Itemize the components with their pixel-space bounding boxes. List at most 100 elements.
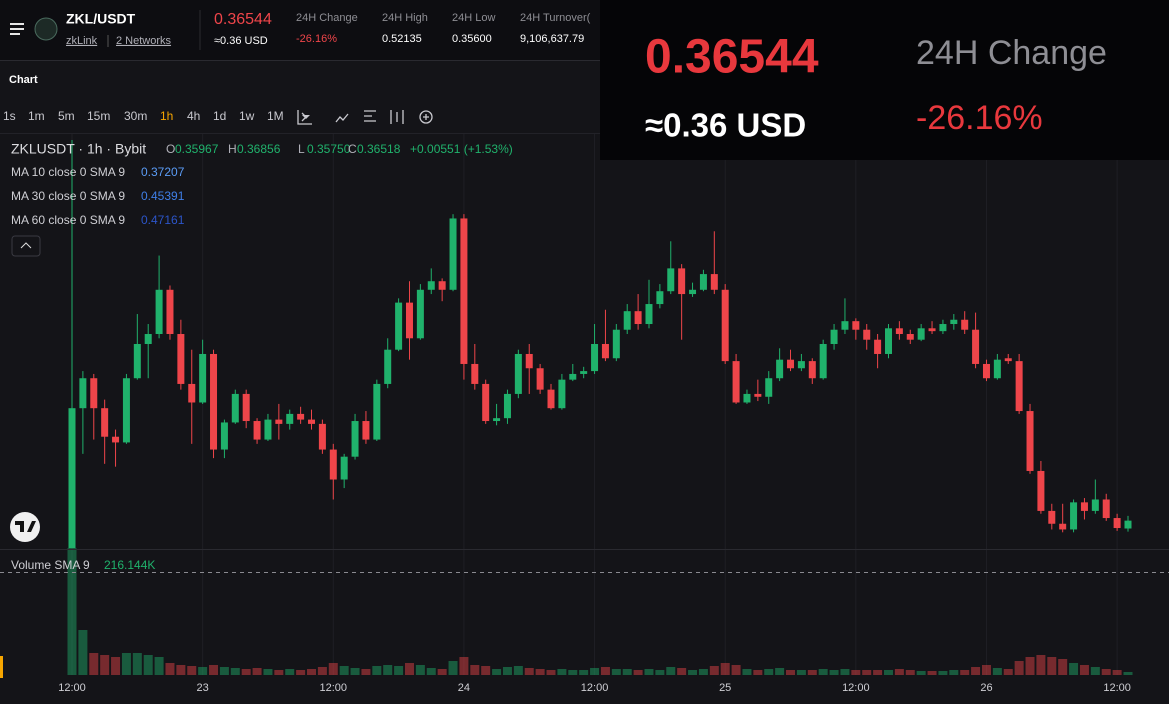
volume-bar <box>350 668 360 675</box>
volume-bar <box>121 653 131 675</box>
dropdown-arrow[interactable] <box>302 115 310 119</box>
add-indicator-icon[interactable] <box>419 110 433 124</box>
networks[interactable]: 2 Networks <box>116 35 172 47</box>
interval[interactable]: 1w <box>239 109 255 123</box>
volume-bar <box>796 670 806 675</box>
ohlc-name: H <box>228 142 237 156</box>
candle-body <box>493 418 501 422</box>
volume-bar <box>1090 667 1100 675</box>
interval[interactable]: 1d <box>213 109 226 123</box>
volume-bar <box>764 669 774 675</box>
candle-body <box>558 379 566 409</box>
candle-body <box>231 393 239 423</box>
interval[interactable]: 1M <box>267 109 284 123</box>
volume-bar <box>1047 657 1057 675</box>
interval[interactable]: 1s <box>3 109 16 123</box>
candle-body <box>884 328 892 354</box>
candle-body <box>1124 520 1132 529</box>
stat-label: 24H Low <box>452 12 495 24</box>
candle-body <box>133 343 141 379</box>
volume-bar <box>209 665 219 675</box>
collapse-button[interactable] <box>11 235 41 257</box>
candle-body <box>993 359 1001 379</box>
network[interactable]: zkLink <box>66 35 98 47</box>
stat-label: 24H Turnover( <box>520 12 591 24</box>
candle-body <box>808 361 816 379</box>
candle-body <box>1080 502 1088 511</box>
volume-bar <box>1003 669 1013 675</box>
volume-bar <box>807 670 817 675</box>
volume-bar <box>753 670 763 675</box>
last-price: 0.36544 <box>214 11 272 28</box>
candle-body <box>503 393 511 419</box>
scroll-handle[interactable] <box>0 656 3 678</box>
x-tick-label: 12:00 <box>581 682 609 694</box>
volume-bar <box>372 666 382 675</box>
volume-bar <box>786 670 796 675</box>
candle-body <box>1059 523 1067 530</box>
candle-body <box>1102 499 1110 519</box>
interval[interactable]: 15m <box>87 109 110 123</box>
interval[interactable]: 30m <box>124 109 147 123</box>
volume-bar <box>949 670 959 675</box>
stat-label: 24H Change <box>296 12 358 24</box>
tv-logo[interactable] <box>10 512 40 542</box>
volume-bar <box>818 669 828 675</box>
volume-bar <box>568 670 578 675</box>
volume-bar <box>1069 663 1079 675</box>
candle-body <box>895 328 903 335</box>
ohlc-value: 0.36518 <box>357 142 401 156</box>
volume-bar <box>187 666 197 675</box>
x-tick-label: 12:00 <box>320 682 348 694</box>
interval[interactable]: 1h <box>160 109 173 123</box>
candle-body <box>1004 358 1012 362</box>
volume-bar <box>111 657 121 675</box>
candle-body <box>471 363 479 384</box>
candle-body <box>395 302 403 350</box>
candle-body <box>329 449 337 480</box>
menu-icon[interactable] <box>10 23 24 35</box>
candle-body <box>1026 411 1034 471</box>
volume-bar <box>394 666 404 675</box>
volume-bar <box>731 665 741 675</box>
candle-body <box>449 218 457 290</box>
candle-body <box>580 371 588 374</box>
candle-body <box>754 393 762 397</box>
candle-body <box>1015 361 1023 412</box>
candle-body <box>122 378 130 443</box>
candle-body <box>199 353 207 403</box>
candle-body <box>612 329 620 359</box>
candle-body <box>362 421 370 440</box>
candle-body <box>972 329 980 364</box>
stat-label: 24H High <box>382 12 428 24</box>
interval[interactable]: 4h <box>187 109 200 123</box>
candle-body <box>765 378 773 397</box>
candle-body <box>384 349 392 384</box>
volume-bar <box>154 657 164 675</box>
interval[interactable]: 5m <box>58 109 75 123</box>
chart-tab[interactable]: Chart <box>9 74 38 86</box>
candle-body <box>917 328 925 340</box>
price-usd: ≈0.36 USD <box>214 35 268 47</box>
settings-icon[interactable] <box>364 110 404 124</box>
candle-body <box>101 408 109 437</box>
candle-body <box>906 334 914 340</box>
interval[interactable]: 1m <box>28 109 45 123</box>
candle-body <box>1113 518 1121 529</box>
candle-body <box>699 274 707 290</box>
candle-body <box>623 311 631 330</box>
candle-body <box>416 289 424 339</box>
volume-bar <box>971 667 981 675</box>
ohlc-value: 0.36856 <box>237 142 281 156</box>
volume-bar <box>274 670 284 675</box>
candle-body <box>961 319 969 330</box>
volume-bar <box>611 669 621 675</box>
volume-bar <box>524 668 534 675</box>
candle-body <box>318 423 326 450</box>
volume-bar <box>252 668 262 675</box>
volume-bar <box>328 663 338 675</box>
volume-bar <box>590 668 600 675</box>
volume-value: 216.144K <box>104 558 155 572</box>
candle-body <box>982 363 990 379</box>
ohlc-name: L <box>298 142 305 156</box>
